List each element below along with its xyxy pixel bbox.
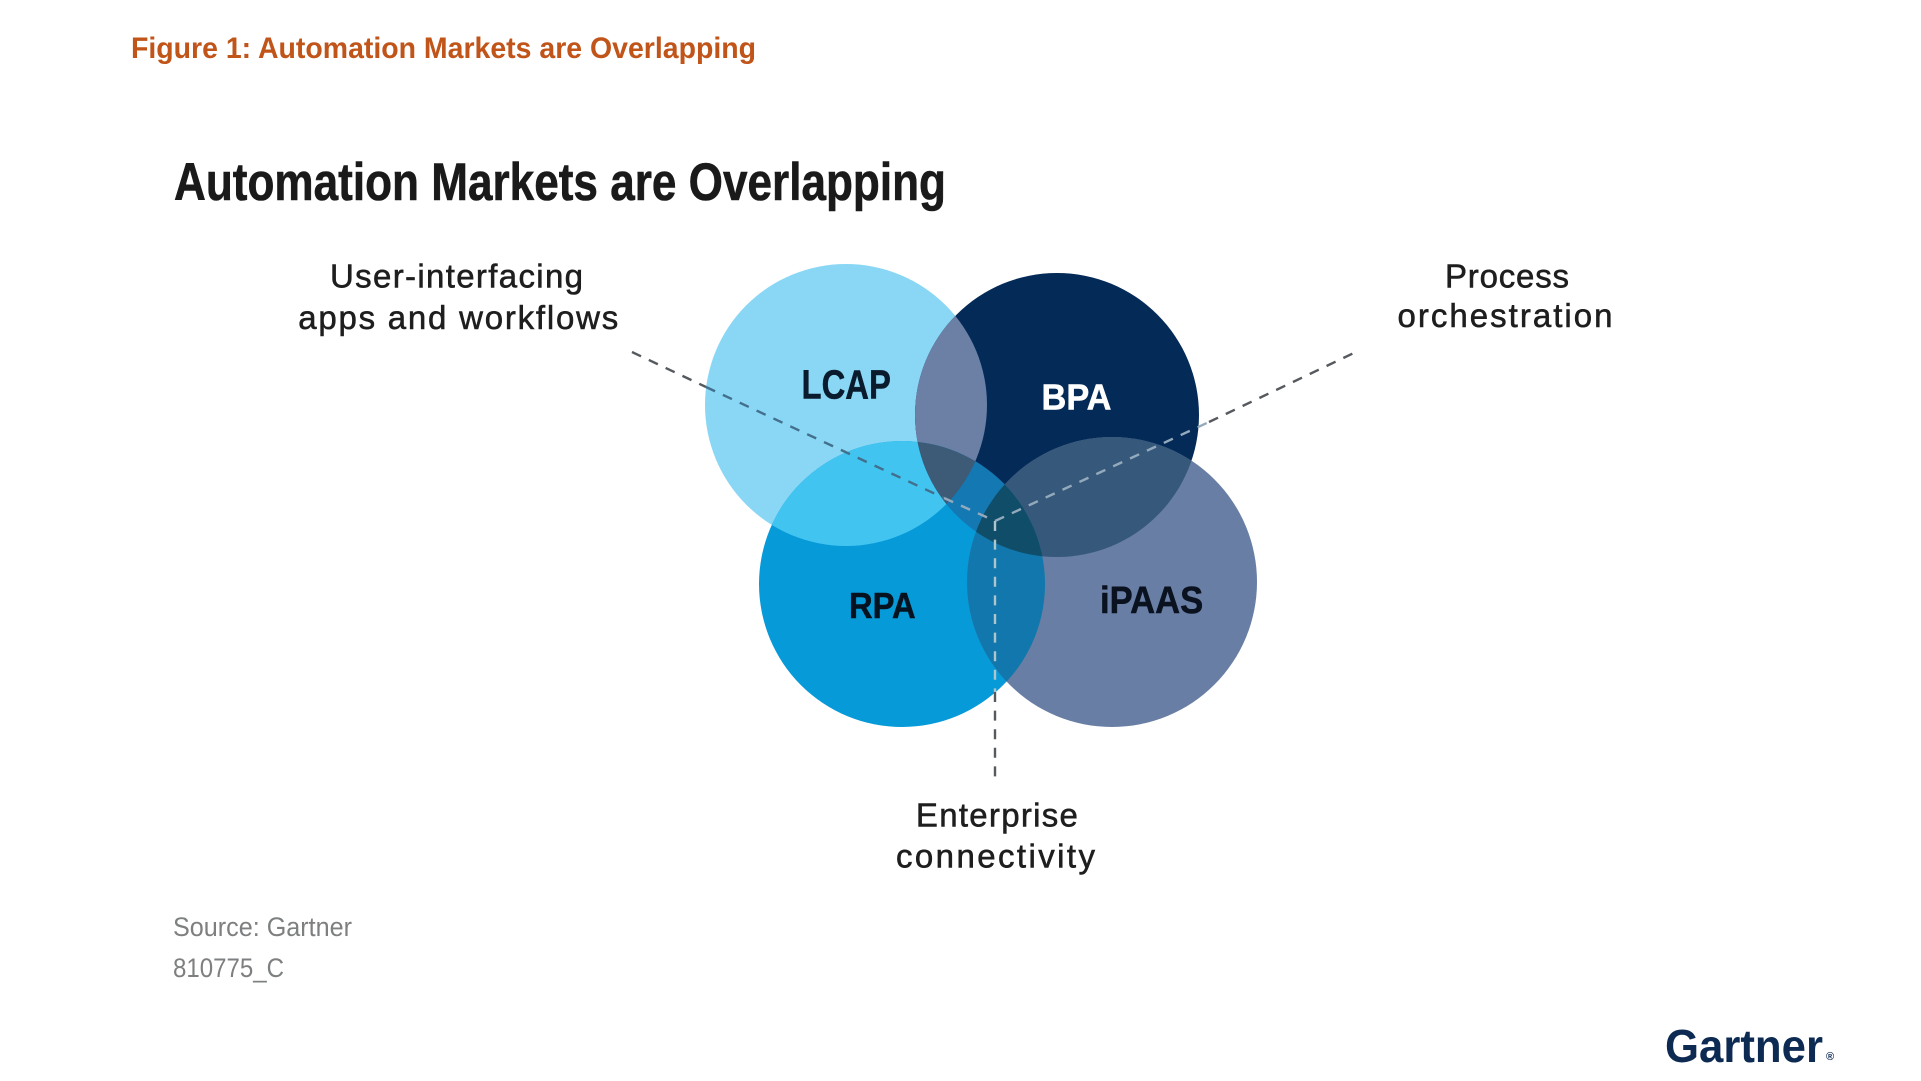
svg-text:iPAAS: iPAAS — [1100, 580, 1203, 622]
svg-text:Enterprise: Enterprise — [916, 797, 1078, 834]
svg-text:Figure 1: Automation Markets a: Figure 1: Automation Markets are Overlap… — [131, 32, 756, 65]
svg-text:Gartner: Gartner — [1665, 1020, 1823, 1072]
svg-text:BPA: BPA — [1042, 377, 1112, 418]
svg-text:®: ® — [1826, 1051, 1834, 1063]
svg-text:810775_C: 810775_C — [173, 953, 284, 983]
svg-text:apps and workflows: apps and workflows — [298, 299, 618, 336]
svg-text:orchestration: orchestration — [1398, 297, 1613, 334]
svg-text:Automation Markets are Overlap: Automation Markets are Overlapping — [174, 153, 946, 212]
svg-text:RPA: RPA — [849, 585, 916, 626]
svg-text:Source: Gartner: Source: Gartner — [173, 912, 352, 942]
svg-text:Process: Process — [1445, 258, 1569, 295]
svg-text:User-interfacing: User-interfacing — [330, 258, 583, 295]
svg-text:LCAP: LCAP — [802, 362, 891, 408]
